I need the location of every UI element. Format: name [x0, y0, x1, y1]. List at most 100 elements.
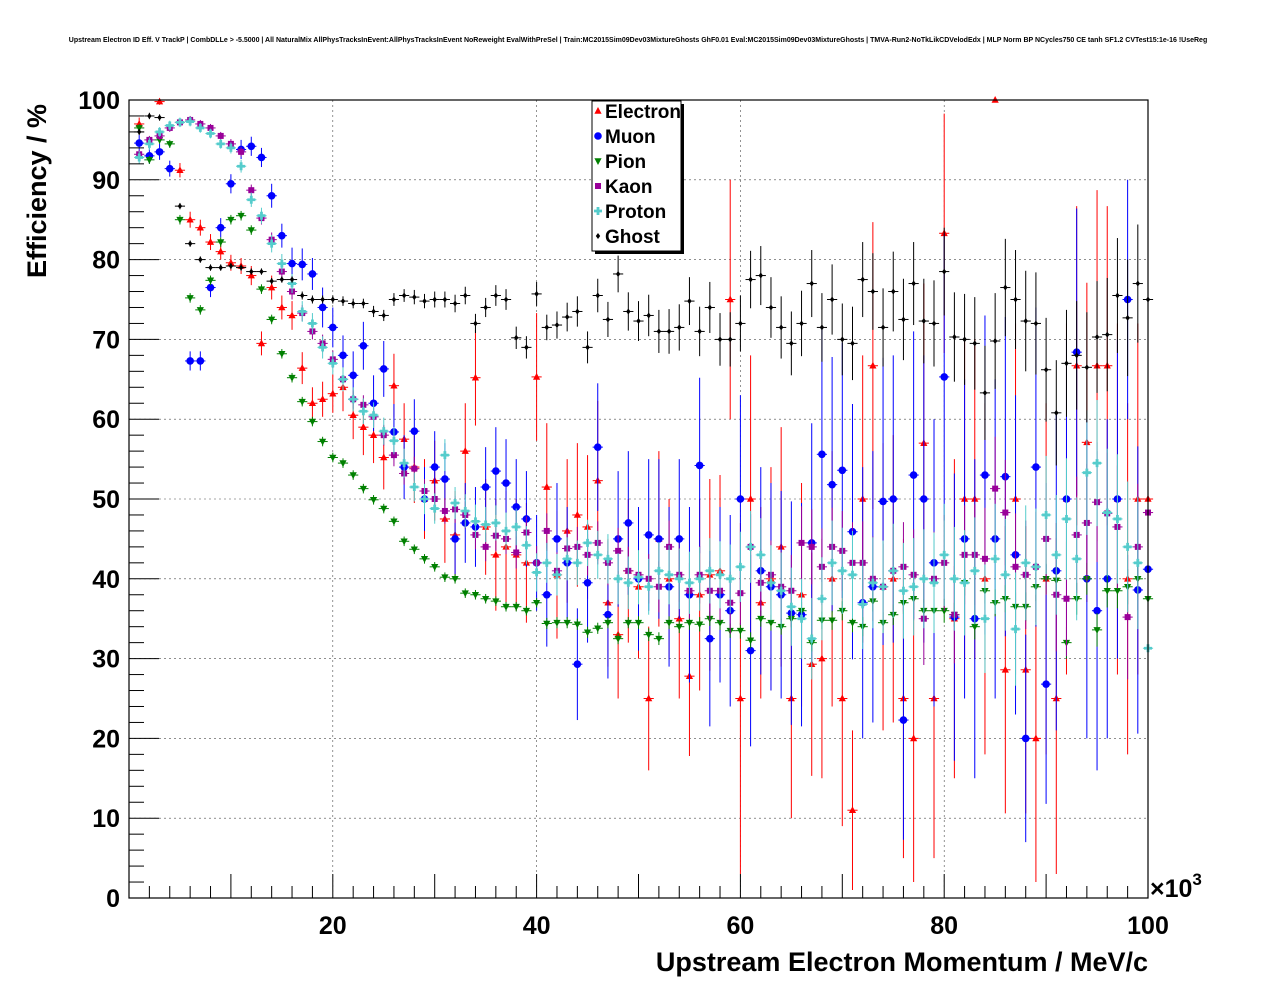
data-point — [687, 298, 692, 305]
data-point — [279, 276, 285, 283]
data-point — [278, 350, 286, 358]
data-point — [228, 262, 234, 269]
data-point — [838, 566, 847, 575]
data-point — [461, 447, 469, 454]
data-point — [1123, 542, 1132, 551]
data-point — [879, 497, 887, 506]
data-point — [624, 578, 633, 587]
data-point — [1072, 554, 1081, 563]
data-point — [259, 268, 264, 275]
data-point — [369, 496, 378, 504]
data-point — [736, 495, 745, 503]
data-point — [187, 240, 193, 247]
data-point — [817, 594, 826, 603]
legend-marker — [594, 107, 602, 114]
data-point — [155, 97, 164, 105]
data-point — [911, 280, 916, 287]
data-point — [289, 276, 295, 283]
data-point — [349, 371, 357, 380]
data-point — [564, 314, 570, 321]
data-point — [492, 598, 500, 606]
data-point — [208, 264, 213, 271]
x-axis-label: Upstream Electron Momentum / MeV/c — [656, 947, 1148, 977]
data-point — [940, 550, 949, 559]
data-point — [318, 343, 327, 352]
data-point — [1133, 558, 1142, 567]
data-point — [1084, 364, 1090, 371]
data-point — [492, 550, 500, 558]
data-point — [850, 340, 855, 347]
data-point — [482, 543, 489, 550]
data-point — [430, 463, 439, 471]
data-point — [563, 554, 572, 563]
data-point — [1135, 280, 1141, 287]
data-point — [829, 296, 835, 303]
data-point — [891, 288, 896, 295]
data-point — [840, 336, 845, 343]
data-point — [1031, 562, 1040, 571]
data-point — [390, 452, 397, 459]
data-point — [145, 157, 153, 164]
data-point — [400, 538, 408, 546]
data-point — [298, 364, 306, 371]
data-point — [828, 558, 837, 567]
data-point — [952, 334, 957, 341]
data-point — [757, 615, 765, 623]
data-point — [359, 423, 367, 430]
data-point — [738, 320, 743, 327]
data-point — [870, 288, 876, 295]
data-point — [962, 336, 967, 343]
data-point — [330, 296, 335, 303]
data-point — [410, 546, 418, 554]
data-point — [534, 290, 539, 297]
legend-marker — [594, 207, 602, 216]
data-point — [532, 568, 541, 577]
data-point — [380, 453, 388, 461]
data-point — [248, 187, 255, 194]
data-point — [573, 510, 581, 518]
data-point — [257, 153, 266, 162]
data-point — [1082, 468, 1091, 477]
legend: Electron Muon Pion Kaon Proton Ghost — [591, 100, 684, 254]
data-point — [247, 142, 256, 151]
data-point — [860, 276, 865, 283]
data-point — [1013, 296, 1018, 303]
data-point — [553, 619, 561, 627]
data-point — [1062, 514, 1071, 523]
data-point — [135, 119, 143, 127]
data-point — [381, 312, 386, 319]
data-point — [176, 166, 184, 174]
data-point — [247, 195, 256, 204]
data-point — [308, 418, 317, 426]
data-point — [380, 505, 388, 513]
data-point — [186, 357, 194, 365]
legend-entry-pion: Pion — [594, 152, 646, 173]
data-point — [818, 654, 826, 662]
data-point — [431, 564, 439, 571]
data-point — [217, 132, 224, 139]
data-point — [249, 268, 254, 275]
data-point — [1093, 627, 1101, 634]
data-point — [1033, 320, 1039, 327]
data-point — [736, 627, 744, 635]
data-point — [463, 292, 468, 299]
data-point — [624, 519, 633, 527]
data-point — [1113, 514, 1122, 523]
data-point — [728, 336, 733, 343]
y-tick-label: 80 — [92, 247, 120, 275]
data-point — [675, 574, 684, 583]
data-point — [716, 570, 725, 579]
y-tick-label: 40 — [92, 566, 120, 594]
data-point — [350, 300, 356, 307]
x-axis-multiplier: ×103 — [1150, 870, 1202, 903]
data-point — [1064, 360, 1069, 367]
data-point — [848, 570, 857, 579]
data-point — [277, 259, 286, 268]
data-point — [135, 139, 143, 147]
data-point — [858, 600, 867, 609]
legend-entry-kaon: Kaon — [595, 177, 653, 198]
data-point — [767, 619, 775, 627]
data-point — [217, 247, 225, 255]
data-point — [471, 591, 480, 599]
data-point — [573, 660, 582, 668]
